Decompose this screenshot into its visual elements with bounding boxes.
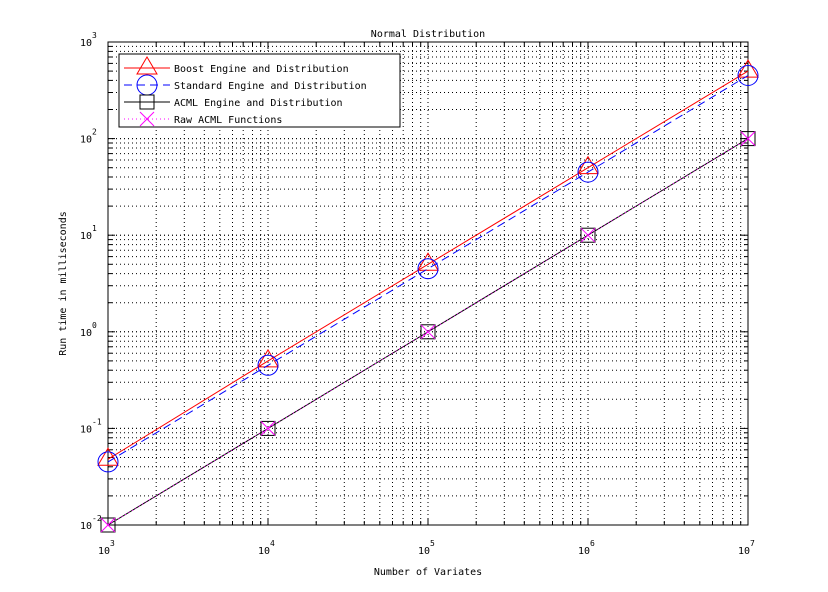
- data-point: [97, 447, 119, 466]
- tick-label-base: 10: [80, 231, 92, 242]
- series-4: [100, 131, 756, 533]
- legend-box: [118, 53, 401, 128]
- x-marker-stroke: [100, 517, 116, 533]
- series-line: [107, 70, 749, 460]
- x-marker-stroke: [420, 324, 436, 340]
- tick-label-base: 10: [80, 38, 92, 49]
- tick-label-exponent: 2: [92, 128, 97, 137]
- tick-label-exponent: 5: [430, 539, 435, 548]
- tick-label-exponent: 4: [270, 539, 275, 548]
- data-point: [100, 517, 116, 533]
- tick-label-base: 10: [80, 135, 92, 146]
- data-point: [740, 131, 756, 147]
- data-point: [260, 421, 276, 436]
- chart-title: Normal Distribution: [371, 29, 485, 40]
- tick-label-base: 10: [80, 424, 92, 435]
- legend-marker: [136, 56, 158, 75]
- legend-label: Standard Engine and Distribution: [174, 81, 367, 92]
- x-tick-label: 105: [418, 539, 435, 557]
- tick-label-base: 10: [258, 546, 270, 557]
- y-tick-label: 100: [80, 321, 97, 339]
- x-tick-label: 107: [738, 539, 755, 557]
- series-layer: [97, 59, 759, 533]
- x-marker-stroke: [740, 131, 756, 146]
- y-tick-label: 103: [80, 31, 97, 49]
- tick-label-exponent: 0: [92, 321, 97, 330]
- x-marker-stroke: [260, 421, 276, 436]
- data-point: [257, 348, 279, 368]
- legend-label: ACML Engine and Distribution: [174, 98, 343, 109]
- x-tick-label: 103: [98, 539, 115, 557]
- legend-label: Raw ACML Functions: [174, 115, 282, 126]
- x-tick-label: 104: [258, 539, 275, 557]
- data-point: [417, 258, 439, 280]
- data-point: [417, 252, 439, 271]
- x-marker-stroke: [580, 227, 596, 243]
- tick-label-exponent: 3: [110, 539, 115, 548]
- data-point: [580, 227, 596, 243]
- legend-entry: ACML Engine and Distribution: [124, 94, 343, 110]
- series-2: [97, 64, 759, 473]
- legend: Boost Engine and Distribution Standard En…: [118, 53, 401, 128]
- data-point: [577, 161, 599, 183]
- data-point: [260, 420, 276, 436]
- tick-label-base: 10: [80, 328, 92, 339]
- tick-label-exponent: 7: [750, 539, 755, 548]
- x-marker-stroke: [139, 111, 155, 127]
- data-point: [97, 451, 119, 473]
- tick-label-exponent: 3: [92, 31, 97, 40]
- tick-label-base: 10: [738, 546, 750, 557]
- data-point: [420, 324, 436, 340]
- data-point: [737, 64, 759, 86]
- x-axis-label: Number of Variates: [374, 567, 482, 578]
- legend-entry: Boost Engine and Distribution: [124, 56, 349, 75]
- tick-label-exponent: 6: [590, 539, 595, 548]
- y-tick-label: 102: [80, 128, 97, 146]
- tick-label-exponent: 1: [92, 224, 97, 233]
- data-point: [420, 324, 436, 340]
- axis-ticks: [107, 42, 748, 526]
- y-axis-label: Run time in milliseconds: [58, 211, 69, 356]
- legend-marker: [139, 94, 155, 110]
- y-tick-label: 10-2: [80, 514, 102, 532]
- tick-label-base: 10: [80, 521, 92, 532]
- data-point: [737, 59, 759, 78]
- tick-label-exponent: -2: [92, 514, 102, 523]
- legend-marker: [139, 111, 155, 127]
- legend-entry: Raw ACML Functions: [124, 111, 282, 127]
- y-tick-label: 10-1: [80, 417, 102, 435]
- data-point: [740, 131, 756, 146]
- series-1: [97, 59, 759, 466]
- tick-label-base: 10: [98, 546, 110, 557]
- data-point: [580, 227, 596, 243]
- data-point: [100, 517, 116, 533]
- tick-label-exponent: -1: [92, 417, 102, 426]
- legend-label: Boost Engine and Distribution: [174, 64, 349, 75]
- x-tick-label: 106: [578, 539, 595, 557]
- series-line: [107, 138, 749, 526]
- y-tick-label: 101: [80, 224, 97, 242]
- data-point: [577, 155, 599, 175]
- data-point: [257, 354, 279, 376]
- tick-label-base: 10: [418, 546, 430, 557]
- tick-label-base: 10: [578, 546, 590, 557]
- series-line: [107, 75, 749, 463]
